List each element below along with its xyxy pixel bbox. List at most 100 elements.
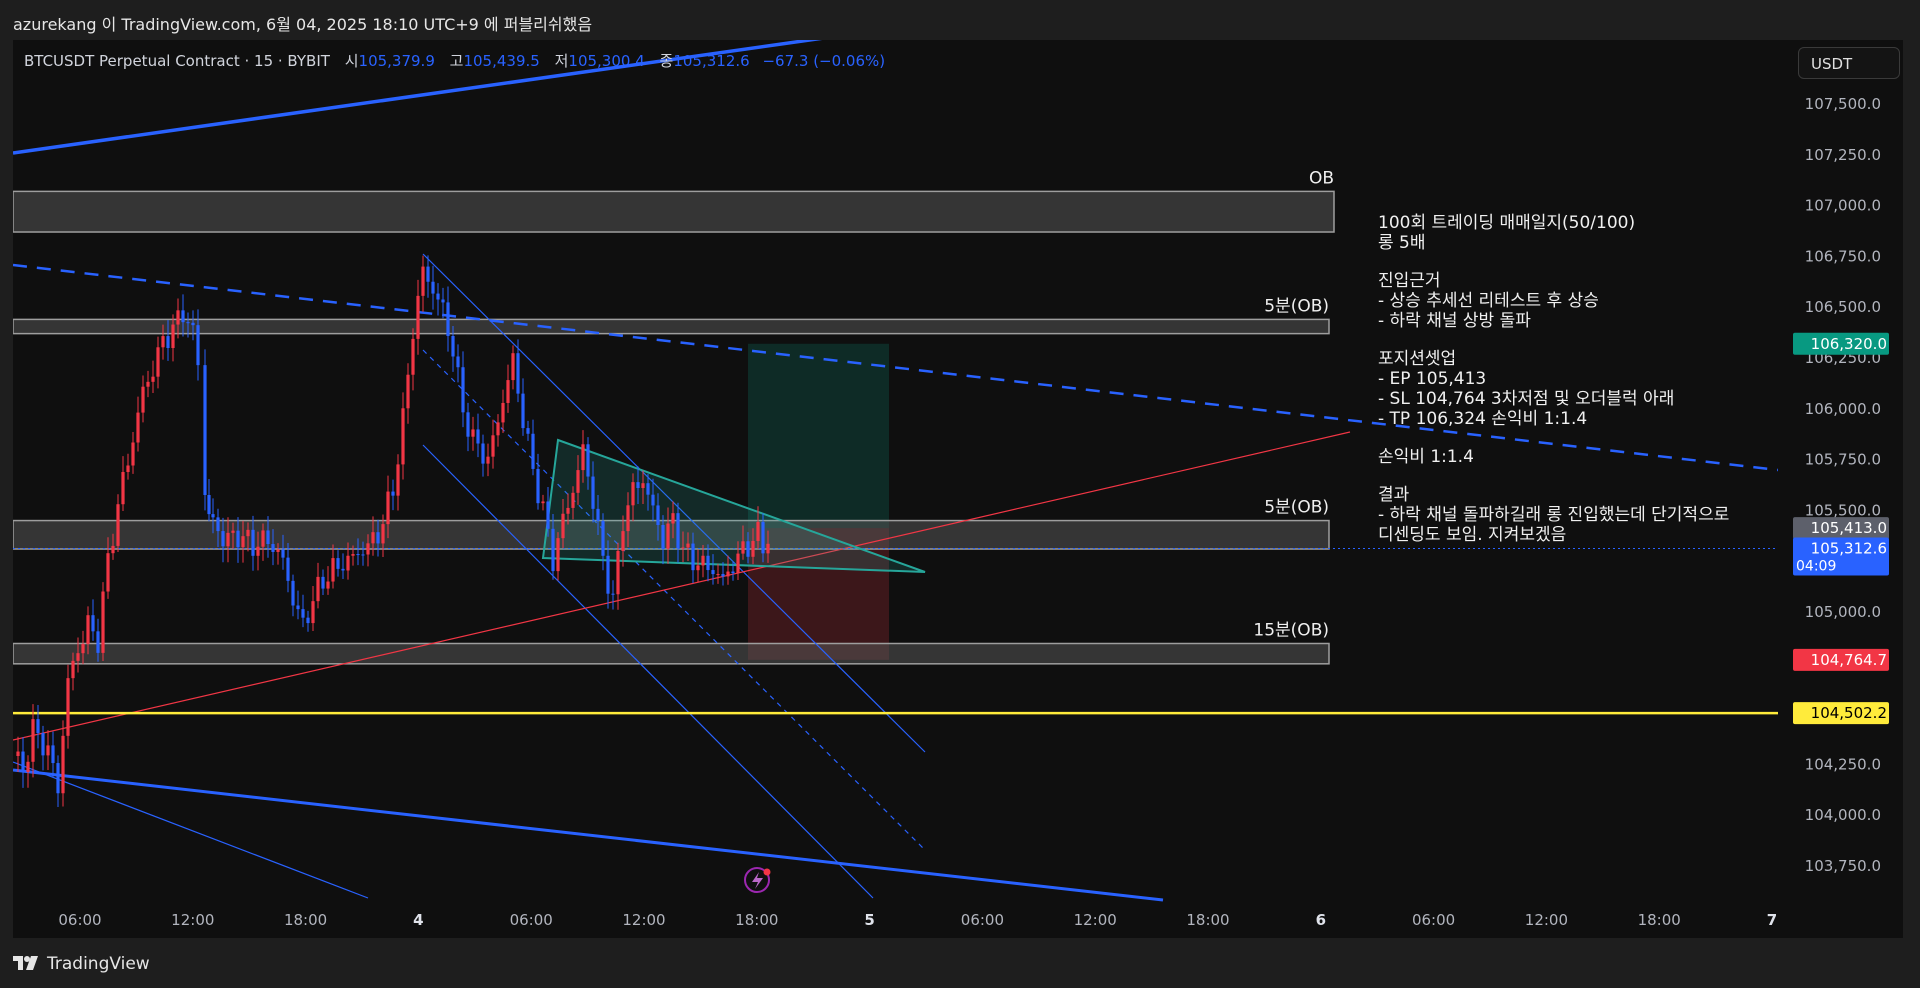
lightning-icon-ring (744, 867, 770, 893)
descending-channel-upper[interactable] (422, 253, 926, 753)
candle (146, 381, 150, 387)
time-tick-label: 12:00 (1525, 911, 1568, 929)
candle (46, 745, 50, 756)
candle (101, 591, 105, 653)
candle (256, 546, 260, 556)
time-tick-label: 12:00 (622, 911, 665, 929)
candle (436, 293, 440, 300)
price-label-text: 105,413.0 (1811, 519, 1887, 537)
candle (641, 483, 645, 489)
time-tick-label: 18:00 (1186, 911, 1229, 929)
candle (176, 310, 180, 325)
candle (671, 513, 675, 524)
candle (626, 505, 630, 532)
price-tick-label: 107,000.0 (1805, 197, 1881, 215)
candle (106, 553, 110, 592)
trade-note-line: 디센딩도 보임. 지켜보겠음 (1378, 525, 1566, 545)
candle (261, 530, 265, 547)
candle (281, 549, 285, 558)
order-block-zone[interactable] (13, 642, 1330, 665)
candle (746, 541, 750, 557)
candle (226, 532, 230, 547)
price-tick-label: 106,000.0 (1805, 400, 1881, 418)
candle (346, 555, 350, 571)
candle (476, 429, 480, 444)
candle (426, 266, 430, 282)
ascending-trend-line[interactable] (13, 431, 1351, 741)
candle (726, 571, 730, 577)
candle (66, 678, 70, 736)
dashed-trend-line[interactable] (13, 263, 1779, 472)
candle (271, 544, 275, 552)
candle (706, 555, 710, 571)
chart-canvas[interactable]: OB 5분(OB) 5분(OB) 15분(OB) 100회 트레이딩 매매일지(50/1… (13, 40, 1903, 938)
candle (36, 719, 40, 734)
candle (531, 433, 535, 469)
candle (451, 335, 455, 357)
long-position-profit-zone[interactable] (748, 343, 889, 529)
descending-channel-mid[interactable] (422, 349, 926, 851)
close-label: 종 (659, 52, 674, 70)
candle (696, 565, 700, 571)
candle (441, 299, 445, 303)
candle (361, 554, 365, 556)
candle (421, 266, 425, 296)
candle (366, 543, 370, 555)
price-tick-label: 106,500.0 (1805, 298, 1881, 316)
candle (321, 576, 325, 589)
candle (711, 570, 715, 575)
candle (516, 353, 520, 394)
low-value: 105,300.4 (568, 52, 645, 70)
candle (621, 531, 625, 551)
candle (541, 501, 545, 504)
candle (686, 543, 690, 548)
order-block-zone[interactable] (13, 318, 1330, 335)
candle (136, 412, 140, 443)
time-tick-label: 18:00 (284, 911, 327, 929)
candle (576, 470, 580, 493)
candle (761, 521, 765, 554)
high-value: 105,439.5 (463, 52, 540, 70)
trade-note-line: - 하락 채널 돌파하길래 롱 진입했는데 단기적으로 (1378, 505, 1729, 525)
candle (196, 325, 200, 366)
thin-trend-line[interactable] (13, 761, 369, 899)
candle (91, 615, 95, 632)
lightning-icon[interactable] (744, 867, 771, 893)
candle (506, 380, 510, 403)
lower-trend-line[interactable] (13, 768, 1164, 902)
lightning-icon-bolt (752, 872, 763, 889)
order-block-zone[interactable] (13, 190, 1335, 233)
currency-button[interactable]: USDT (1798, 47, 1900, 79)
trade-note-line: 진입근거 (1378, 271, 1441, 291)
candle (491, 435, 495, 457)
candle (51, 745, 55, 764)
candle (721, 574, 725, 577)
candle (486, 456, 490, 464)
order-block-zone[interactable] (13, 519, 1330, 550)
candle (331, 558, 335, 582)
candle (681, 547, 685, 549)
candle (16, 751, 20, 756)
trade-note-line: - SL 104,764 3차저점 및 오더블럭 아래 (1378, 389, 1674, 409)
candle (611, 593, 615, 595)
descending-channel-lower[interactable] (422, 444, 874, 899)
candle (741, 541, 745, 554)
chart-area[interactable]: OB 5분(OB) 5분(OB) 15분(OB) 100회 트레이딩 매매일지(50/1… (13, 40, 1903, 938)
candle (386, 491, 390, 525)
symbol-title[interactable]: BTCUSDT Perpetual Contract · 15 · BYBIT (24, 52, 330, 70)
tradingview-logo[interactable]: TradingView (13, 954, 150, 974)
candle (661, 524, 665, 549)
candle (151, 376, 155, 382)
candle (406, 374, 410, 409)
time-tick-label: 18:00 (1638, 911, 1681, 929)
order-block-label: 5분(OB) (1264, 296, 1329, 316)
time-tick-label: 4 (413, 911, 423, 929)
candle (191, 322, 195, 326)
price-tick-label: 105,000.0 (1805, 603, 1881, 621)
candle (326, 581, 330, 589)
price-axis[interactable] (1778, 40, 1903, 938)
trade-note-line: 100회 트레이딩 매매일지(50/100) (1378, 213, 1635, 233)
candle (736, 553, 740, 574)
upper-trend-line[interactable] (13, 40, 838, 155)
candle (221, 531, 225, 547)
